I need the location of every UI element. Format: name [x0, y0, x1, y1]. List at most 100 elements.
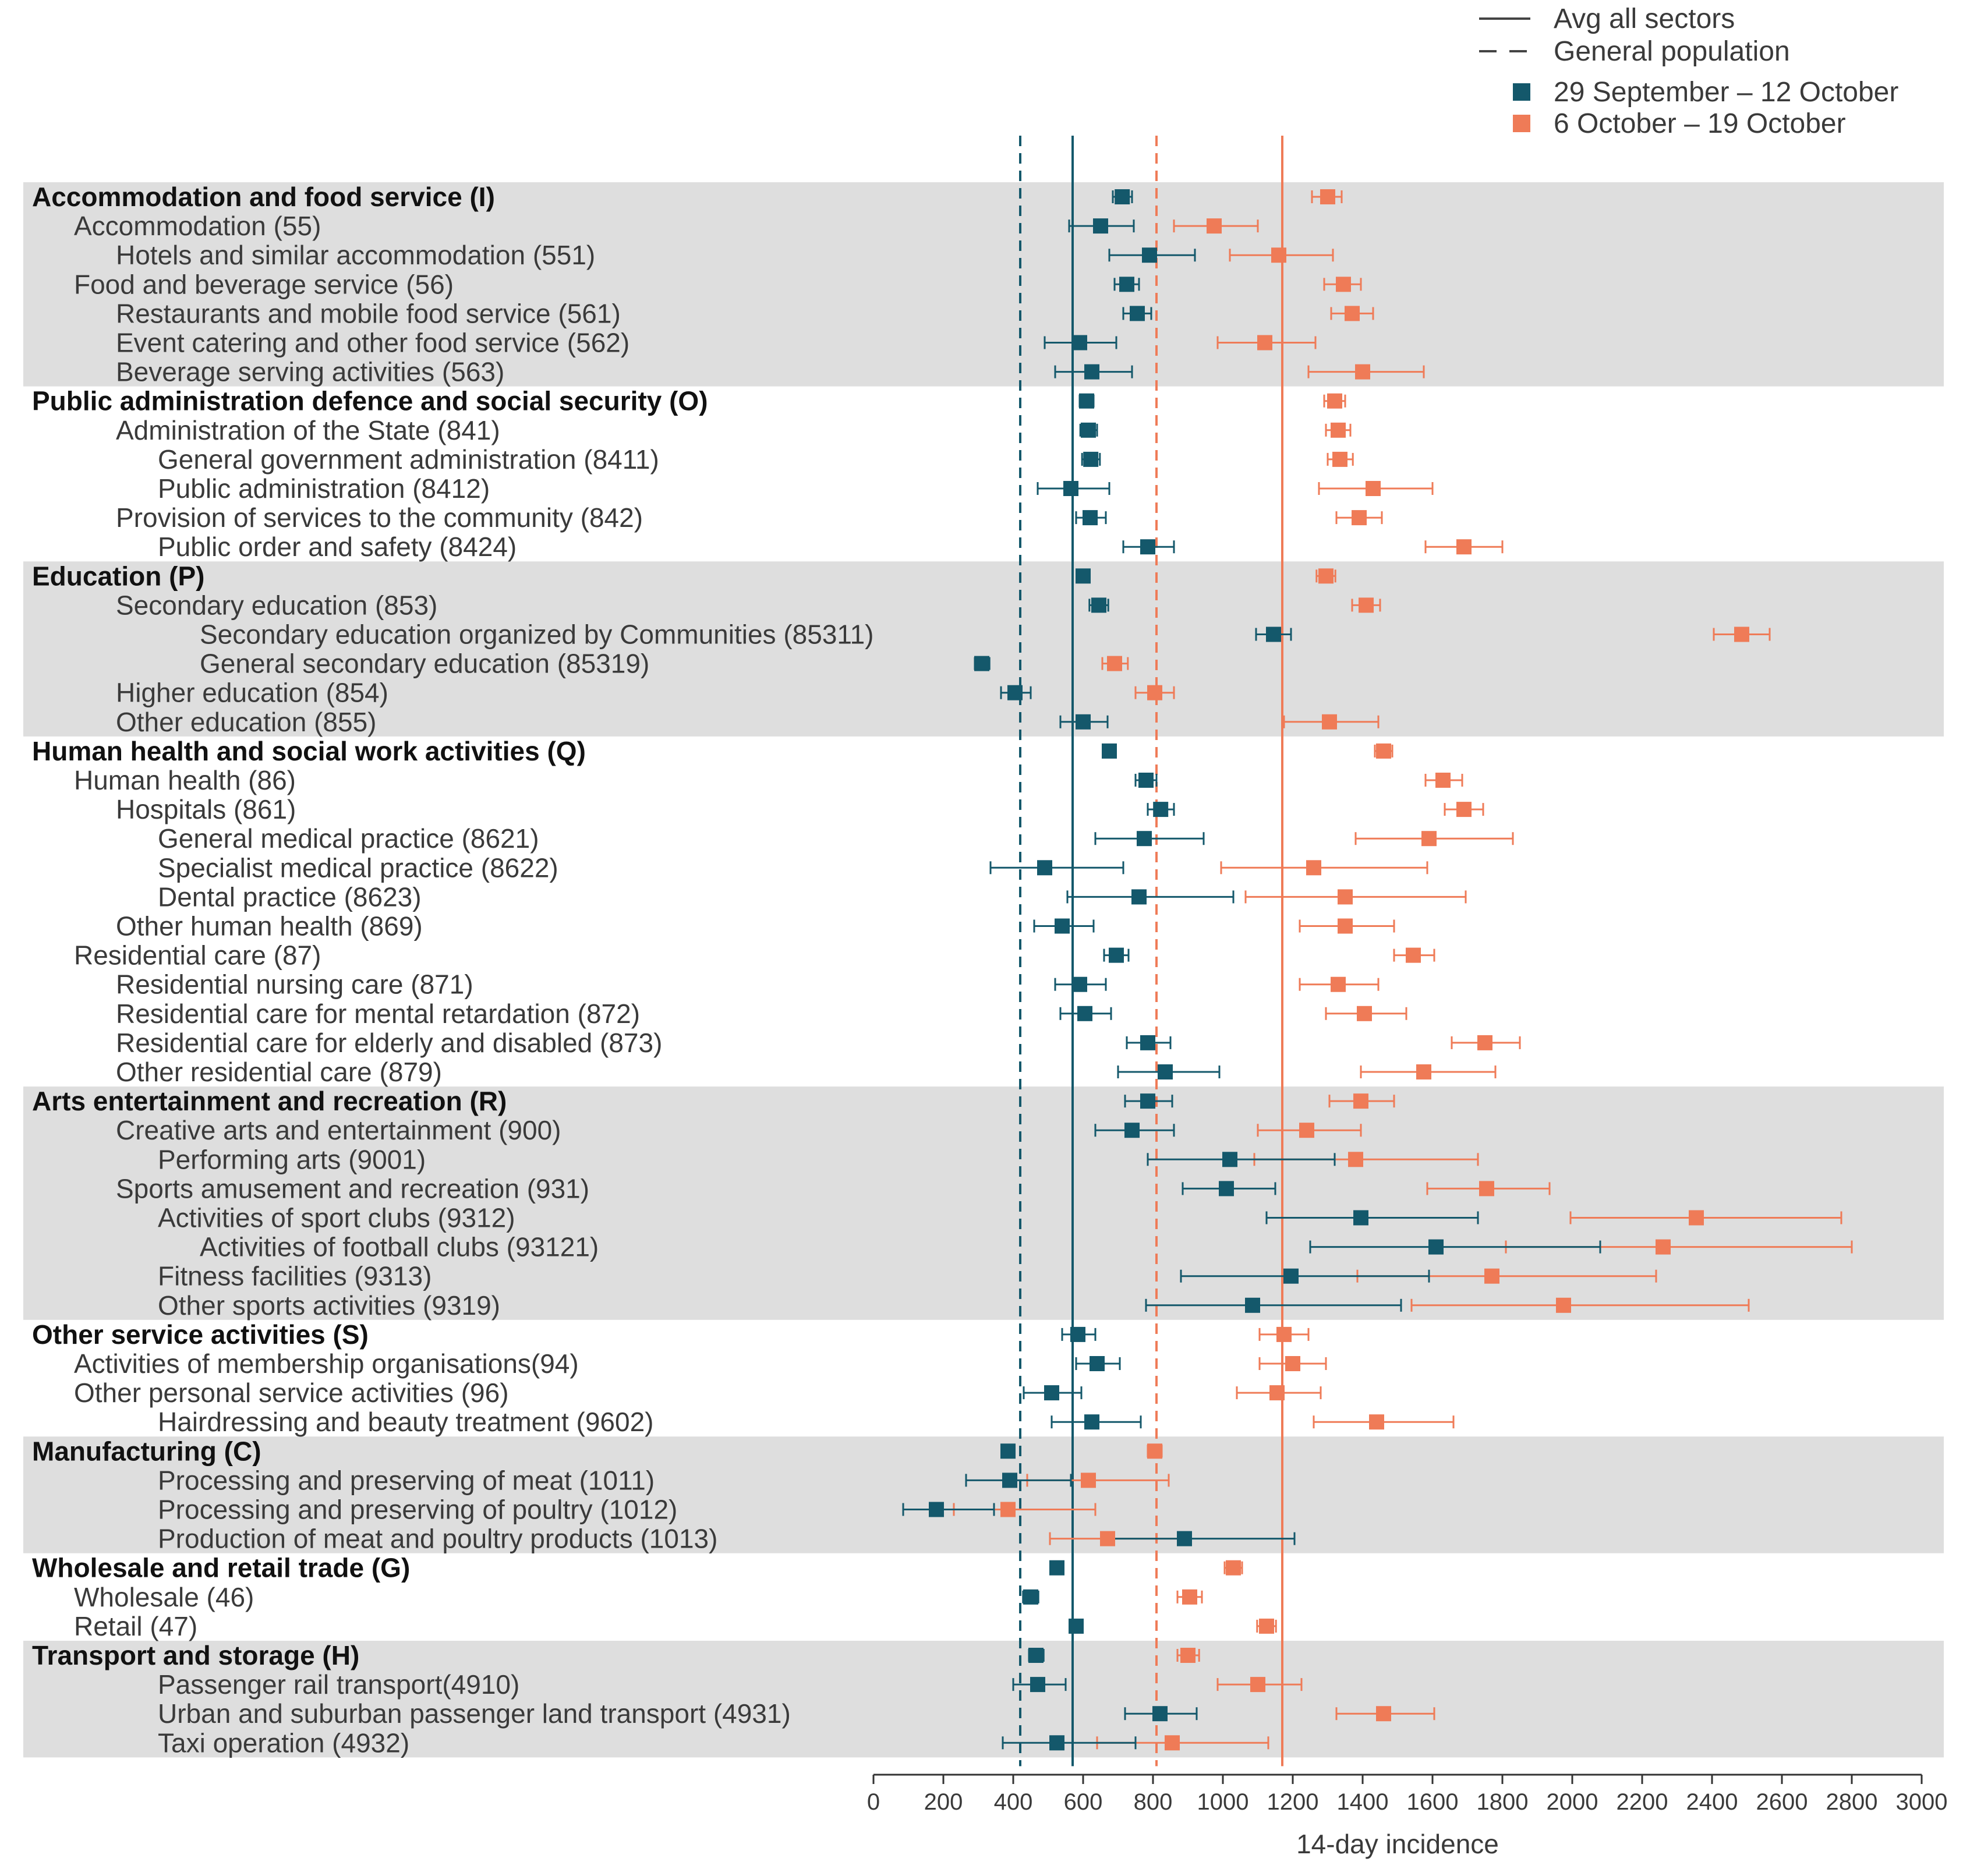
period1-point: [1077, 1006, 1092, 1021]
period2-point: [1376, 743, 1391, 759]
subsector-label: Processing and preserving of poultry (10…: [158, 1495, 677, 1525]
row-label-layer: Accommodation and food service (I)Accomm…: [32, 182, 873, 1758]
sector-label: Public administration defence and social…: [32, 386, 708, 416]
period1-point: [1081, 422, 1096, 438]
x-axis: 0 200 400 600 800 1000 1200 1400 1600 1800 2000 220…: [867, 1774, 1948, 1859]
period2-point: [1081, 1473, 1096, 1488]
x-axis-title: 14-day incidence: [1296, 1829, 1499, 1859]
row-band: [23, 1640, 1944, 1758]
period2-point: [1182, 1589, 1197, 1605]
legend-period1-label: 29 September – 12 October: [1554, 77, 1898, 108]
period1-point: [1115, 189, 1130, 204]
subsector-label: Provision of services to the community (…: [116, 502, 643, 533]
period1-point: [974, 656, 989, 671]
period1-point: [1000, 1443, 1016, 1459]
period1-point: [1079, 393, 1094, 409]
subsector-label: Administration of the State (841): [116, 415, 500, 445]
period2-point: [1338, 918, 1353, 934]
period2-point: [1327, 393, 1342, 409]
subsector-label: Other residential care (879): [116, 1057, 442, 1087]
period2-point: [1479, 1181, 1494, 1197]
period2-point: [1180, 1648, 1196, 1663]
period1-point: [1084, 364, 1099, 380]
legend-general-population-label: General population: [1554, 36, 1790, 67]
x-tick-label: 1000: [1197, 1789, 1249, 1815]
subsector-label: Human health (86): [74, 765, 296, 795]
period1-point: [1428, 1239, 1444, 1255]
subsector-label: Hotels and similar accommodation (551): [116, 240, 595, 270]
legend-avg-all-sectors-label: Avg all sectors: [1554, 3, 1735, 34]
subsector-label: General medical practice (8621): [158, 823, 539, 854]
period2-point: [1331, 976, 1346, 992]
period1-point: [1063, 481, 1078, 496]
period2-point: [1456, 539, 1472, 555]
period1-point: [1084, 1414, 1099, 1430]
period1-point: [1069, 1618, 1084, 1634]
subsector-label: Hairdressing and beauty treatment (9602): [158, 1407, 653, 1437]
period1-point: [1028, 1648, 1044, 1663]
subsector-label: Processing and preserving of meat (1011): [158, 1465, 655, 1495]
period2-point: [1226, 1560, 1241, 1576]
period1-point: [1130, 306, 1145, 321]
period1-point: [1083, 510, 1098, 526]
subsector-label: Public administration (8412): [158, 473, 490, 504]
subsector-label: Wholesale (46): [74, 1582, 254, 1612]
subsector-label: Retail (47): [74, 1611, 197, 1641]
sector-label: Wholesale and retail trade (G): [32, 1553, 410, 1583]
row-band: [23, 1086, 1944, 1320]
period1-point: [1076, 568, 1091, 584]
period1-point: [1140, 1093, 1155, 1109]
x-tick-label: 800: [1134, 1789, 1173, 1815]
period2-point: [1353, 1093, 1368, 1109]
period2-point: [1147, 1443, 1162, 1459]
subsector-label: Residential nursing care (871): [116, 969, 473, 1000]
period1-point: [1070, 1326, 1085, 1342]
subsector-label: Secondary education (853): [116, 590, 437, 620]
period2-point: [1276, 1326, 1292, 1342]
period1-point: [1093, 218, 1108, 234]
x-tick-label: 0: [867, 1789, 880, 1815]
period2-point: [1318, 568, 1334, 584]
period2-point: [1734, 626, 1749, 642]
x-tick-label: 2400: [1686, 1789, 1738, 1815]
subsector-label: Production of meat and poultry products …: [158, 1524, 717, 1554]
period2-point: [1332, 451, 1347, 467]
period2-point: [1338, 889, 1353, 905]
period2-point: [1207, 218, 1222, 234]
subsector-label: General secondary education (85319): [200, 649, 649, 679]
period1-point: [1158, 1064, 1173, 1079]
x-tick-label: 3000: [1896, 1789, 1948, 1815]
period2-point: [1336, 277, 1351, 292]
x-tick-label: 2200: [1617, 1789, 1668, 1815]
period2-point: [1359, 597, 1374, 613]
subsector-label: Restaurants and mobile food service (561…: [116, 298, 621, 328]
period2-point: [1250, 1677, 1265, 1693]
period2-point: [1369, 1414, 1384, 1430]
period2-point: [1484, 1268, 1499, 1284]
subsector-label: Secondary education organized by Communi…: [200, 620, 873, 650]
subsector-label: Other human health (869): [116, 911, 423, 941]
period1-point: [1353, 1210, 1368, 1226]
period1-point: [1049, 1560, 1064, 1576]
period1-point: [1109, 947, 1124, 963]
period2-point: [1556, 1297, 1571, 1313]
sector-label: Human health and social work activities …: [32, 736, 586, 766]
subsector-label: Event catering and other food service (5…: [116, 328, 629, 358]
row-band: [23, 182, 1944, 387]
period1-point: [1030, 1677, 1045, 1693]
period2-point: [1366, 481, 1381, 496]
subsector-label: Performing arts (9001): [158, 1144, 426, 1174]
subsector-label: Creative arts and entertainment (900): [116, 1115, 561, 1145]
period2-point: [1416, 1064, 1431, 1079]
x-tick-label: 200: [924, 1789, 963, 1815]
period1-point: [1055, 918, 1070, 934]
period2-point: [1165, 1735, 1180, 1751]
row-band: [23, 561, 1944, 737]
period1-point: [1219, 1181, 1234, 1197]
subsector-label: General government administration (8411): [158, 444, 659, 475]
period2-point: [1299, 1123, 1314, 1138]
subsector-label: Taxi operation (4932): [158, 1728, 409, 1758]
x-tick-label: 2800: [1826, 1789, 1878, 1815]
